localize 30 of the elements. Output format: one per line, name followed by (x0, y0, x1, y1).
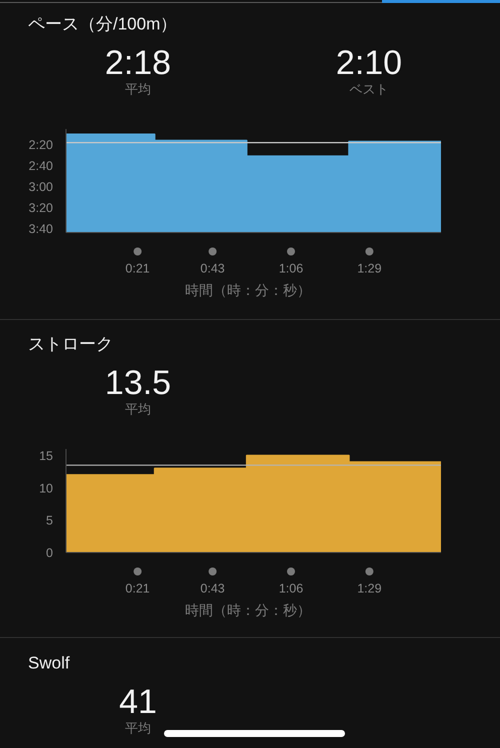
x-tick-label: 0:43 (200, 261, 225, 275)
x-tick-label: 0:21 (125, 261, 150, 275)
y-tick-label: 3:40 (28, 221, 54, 236)
y-tick-label: 2:40 (28, 158, 54, 173)
y-tick-label: 5 (46, 513, 54, 528)
y-tick-label: 2:20 (28, 138, 54, 152)
x-tick-label: 1:06 (278, 261, 304, 275)
y-tick-label: 15 (39, 448, 54, 462)
x-axis-title: 時間（時：分：秒） (185, 282, 311, 298)
text: ベスト (350, 82, 388, 96)
x-tick-label: 1:29 (357, 581, 382, 595)
y-tick-label: 3:00 (28, 179, 54, 194)
text: Swolf (28, 654, 70, 672)
x-tick-label: 0:43 (200, 581, 225, 595)
text: 2:10 (336, 44, 402, 82)
chart-title: ペース（分/100m） (28, 14, 178, 34)
y-tick-label: 3:20 (28, 200, 54, 214)
x-axis-title: 時間（時：分：秒） (185, 602, 311, 618)
text: 平均 (125, 402, 151, 416)
text: 平均 (125, 720, 151, 736)
text: 2:18 (104, 44, 172, 82)
x-tick-label: 1:06 (278, 581, 304, 595)
text: 13.5 (104, 364, 172, 402)
chart-title: ストローク (28, 334, 113, 354)
text: 41 (119, 683, 157, 721)
x-tick-label: 1:29 (357, 261, 382, 275)
y-tick-label: 10 (39, 480, 54, 495)
x-tick-label: 0:21 (125, 581, 150, 595)
y-tick-label: 0 (46, 545, 54, 560)
text: 平均 (125, 82, 151, 96)
